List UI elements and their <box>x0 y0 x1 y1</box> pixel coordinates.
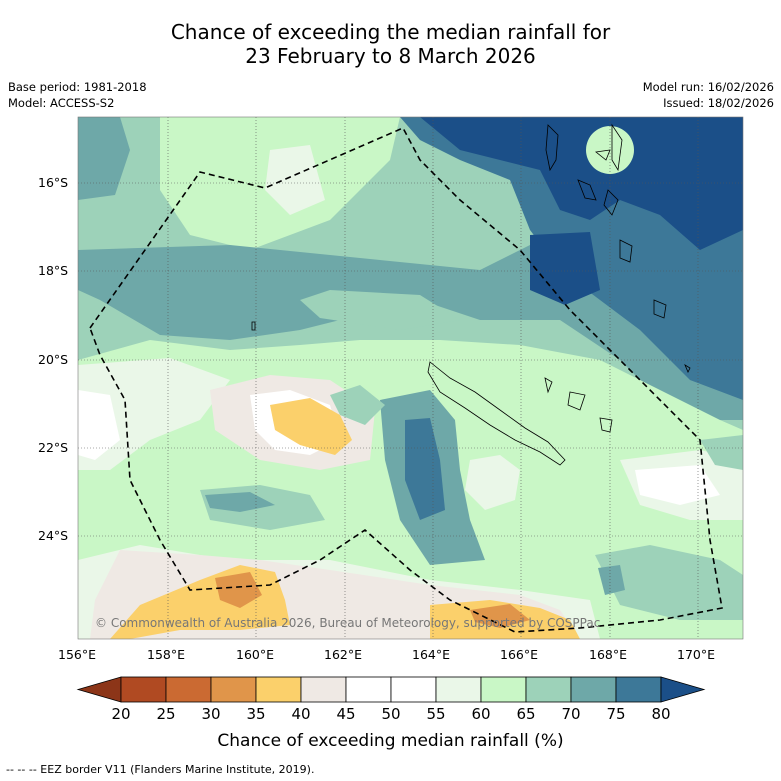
colorbar-bin <box>345 676 392 703</box>
colorbar-bin <box>615 676 662 703</box>
lon-label-160e: 160°E <box>236 647 275 662</box>
lon-label-170e: 170°E <box>677 647 716 662</box>
base-period: Base period: 1981-2018 <box>8 80 147 94</box>
lon-label-156e: 156°E <box>58 647 97 662</box>
eez-border <box>89 126 723 633</box>
colorbar-bin <box>210 676 257 703</box>
colorbar-tick-label: 55 <box>426 705 446 723</box>
colorbar-tick-label: 20 <box>111 705 131 723</box>
colorbar-tick-label: 30 <box>201 705 221 723</box>
model-run: Model run: 16/02/2026 <box>642 80 774 94</box>
lat-label-22s: 22°S <box>38 440 69 455</box>
colorbar-bin <box>525 676 572 703</box>
issued-date: Issued: 18/02/2026 <box>663 96 774 110</box>
rainfall-probability-field <box>78 117 743 639</box>
colorbar-extend-low <box>76 676 122 703</box>
colorbar-tick-label: 40 <box>291 705 311 723</box>
colorbar-tick-label: 80 <box>651 705 671 723</box>
colorbar-tick-label: 75 <box>606 705 626 723</box>
lat-label-24s: 24°S <box>38 528 69 543</box>
map-title-line2: 23 February to 8 March 2026 <box>245 44 536 68</box>
colorbar-tick-label: 45 <box>336 705 356 723</box>
colorbar-tick-label: 25 <box>156 705 176 723</box>
colorbar-bin <box>435 676 482 703</box>
lon-label-164e: 164°E <box>412 647 451 662</box>
lon-label-166e: 166°E <box>500 647 539 662</box>
colorbar-bin <box>255 676 302 703</box>
colorbar-tick-label: 70 <box>561 705 581 723</box>
copyright-notice: © Commonwealth of Australia 2026, Bureau… <box>95 616 600 630</box>
colorbar-bin <box>165 676 212 703</box>
colorbar-bin <box>570 676 617 703</box>
colorbar-bin <box>390 676 437 703</box>
colorbar-tick-label: 50 <box>381 705 401 723</box>
colorbar-tick-label: 35 <box>246 705 266 723</box>
colorbar-extend-high <box>660 676 706 703</box>
eez-footnote: -- -- -- EEZ border V11 (Flanders Marine… <box>6 763 315 776</box>
lat-label-18s: 18°S <box>38 263 69 278</box>
graticule <box>78 117 743 639</box>
coastlines <box>251 123 691 466</box>
map-title-line1: Chance of exceeding the median rainfall … <box>170 20 611 44</box>
lon-label-158e: 158°E <box>147 647 186 662</box>
colorbar-title: Chance of exceeding median rainfall (%) <box>217 731 564 751</box>
lon-label-162e: 162°E <box>324 647 363 662</box>
lon-label-168e: 168°E <box>589 647 628 662</box>
colorbar-tick-label: 65 <box>516 705 536 723</box>
colorbar-bin <box>480 676 527 703</box>
colorbar-tick-label: 60 <box>471 705 491 723</box>
model-name: Model: ACCESS-S2 <box>8 96 115 110</box>
colorbar-bin <box>120 676 167 703</box>
colorbar <box>76 676 706 703</box>
colorbar-bin <box>300 676 347 703</box>
lat-label-20s: 20°S <box>38 352 69 367</box>
lat-label-16s: 16°S <box>38 175 69 190</box>
